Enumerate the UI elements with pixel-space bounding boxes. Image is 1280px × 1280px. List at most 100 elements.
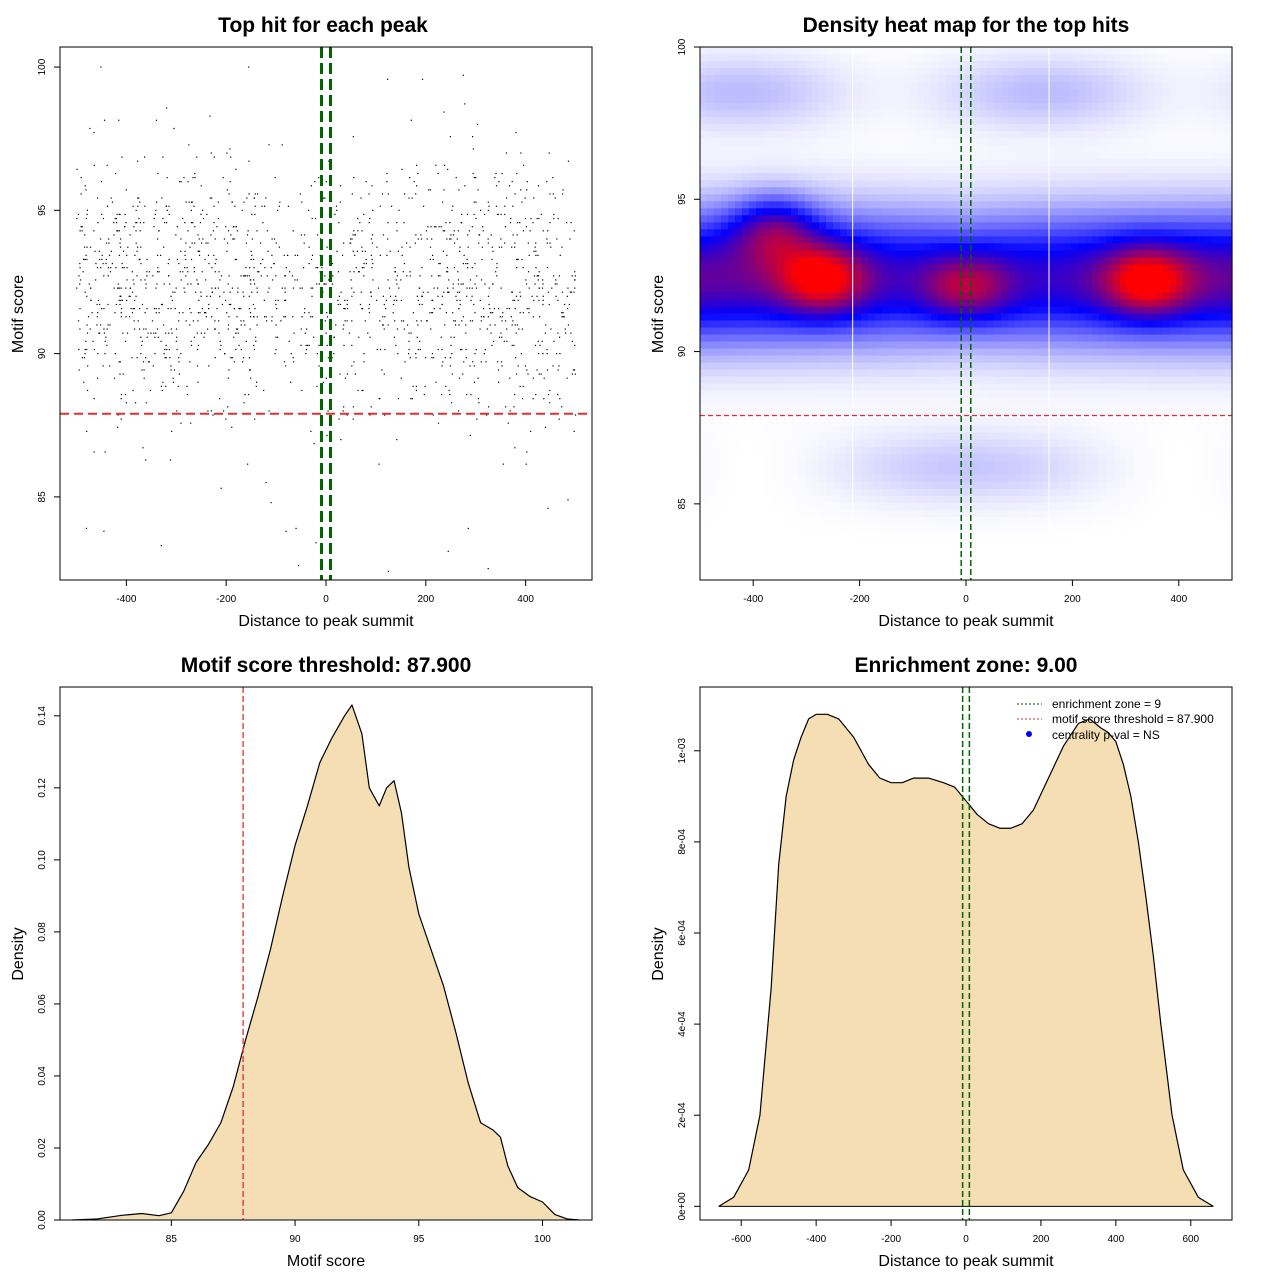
heatmap-cell — [749, 334, 757, 343]
heatmap-cell — [770, 75, 778, 83]
scatter-point — [227, 230, 230, 232]
heatmap-cell — [833, 516, 841, 525]
scatter-point — [332, 275, 334, 277]
heatmap-cell — [777, 362, 785, 371]
scatter-point — [477, 398, 480, 400]
scatter-point — [325, 377, 327, 379]
scatter-point — [166, 348, 168, 351]
heatmap-cell — [721, 131, 729, 139]
scatter-point — [107, 275, 109, 277]
heatmap-cell — [840, 439, 848, 448]
heatmap-cell — [805, 61, 813, 69]
scatter-point — [237, 291, 239, 293]
heatmap-cell — [798, 439, 806, 448]
heatmap-cell — [910, 565, 918, 574]
scatter-point — [530, 430, 532, 432]
heatmap-cell — [728, 341, 736, 350]
heatmap-cell — [735, 75, 743, 83]
heatmap-cell — [770, 124, 778, 132]
heatmap-cell — [833, 320, 841, 329]
scatter-point — [235, 168, 237, 170]
scatter-point — [228, 303, 231, 306]
heatmap-cell — [987, 516, 995, 525]
scatter-point — [502, 463, 504, 465]
heatmap-cell — [756, 544, 764, 553]
heatmap-cell — [791, 376, 799, 385]
heatmap-cell — [819, 334, 827, 343]
heatmap-cell — [707, 285, 715, 294]
heatmap-cell — [910, 334, 918, 343]
heatmap-cell — [861, 61, 869, 69]
scatter-point — [77, 320, 80, 322]
scatter-point — [225, 418, 227, 420]
heatmap-cell — [735, 334, 743, 343]
scatter-point — [559, 398, 561, 400]
scatter-point — [491, 344, 493, 347]
heatmap-cell — [952, 264, 960, 273]
scatter-point — [346, 320, 348, 322]
heatmap-cell — [945, 502, 953, 511]
scatter-point — [230, 303, 232, 306]
heatmap-cell — [931, 425, 939, 434]
heatmap-cell — [833, 495, 841, 504]
heatmap-cell — [742, 194, 750, 202]
heatmap-cell — [728, 75, 736, 83]
scatter-point — [262, 258, 264, 261]
heatmap-cell — [952, 446, 960, 455]
heatmap-cell — [910, 306, 918, 315]
scatter-point — [237, 287, 239, 289]
heatmap-cell — [938, 180, 946, 188]
scatter-point — [300, 328, 302, 330]
heatmap-cell — [980, 439, 988, 448]
heatmap-cell — [910, 201, 918, 209]
heatmap-cell — [903, 145, 911, 153]
scatter-point — [176, 410, 178, 412]
heatmap-cell — [959, 306, 967, 315]
heatmap-cell — [763, 278, 771, 287]
heatmap-cell — [721, 215, 729, 223]
heatmap-cell — [1001, 103, 1009, 111]
heatmap-cell — [707, 250, 715, 258]
heatmap-cell — [931, 453, 939, 462]
heatmap-cell — [959, 131, 967, 139]
heatmap-cell — [742, 411, 750, 420]
scatter-point — [97, 197, 99, 199]
heatmap-cell — [875, 96, 883, 104]
scatter-point — [498, 336, 501, 338]
scatter-point — [467, 527, 469, 530]
heatmap-cell — [826, 47, 834, 55]
heatmap-cell — [770, 229, 778, 237]
heatmap-cell — [980, 82, 988, 90]
heatmap-cell — [931, 229, 939, 237]
scatter-point — [244, 275, 247, 277]
heatmap-cell — [945, 481, 953, 490]
scatter-point — [288, 340, 290, 342]
heatmap-cell — [987, 362, 995, 371]
heatmap-cell — [861, 495, 869, 504]
heatmap-cell — [994, 54, 1002, 62]
heatmap-cell — [896, 467, 904, 476]
heatmap-cell — [700, 117, 708, 125]
scatter-point — [371, 185, 373, 187]
heatmap-cell — [805, 110, 813, 118]
scatter-point — [453, 267, 456, 269]
scatter-point — [281, 287, 283, 289]
heatmap-cell — [868, 523, 876, 532]
heatmap-cell — [714, 334, 722, 343]
heatmap-cell — [826, 278, 834, 287]
scatter-point — [431, 299, 433, 301]
scatter-point — [121, 299, 123, 301]
heatmap-cell — [917, 446, 925, 455]
heatmap-cell — [700, 96, 708, 104]
heatmap-cell — [826, 516, 834, 525]
scatter-point — [431, 312, 433, 314]
heatmap-cell — [931, 334, 939, 343]
heatmap-cell — [994, 376, 1002, 385]
heatmap-cell — [742, 551, 750, 560]
heatmap-cell — [847, 397, 855, 406]
heatmap-cell — [840, 159, 848, 167]
scatter-point — [532, 222, 534, 224]
heatmap-cell — [798, 299, 806, 308]
heatmap-cell — [875, 124, 883, 132]
heatmap-cell — [931, 446, 939, 455]
